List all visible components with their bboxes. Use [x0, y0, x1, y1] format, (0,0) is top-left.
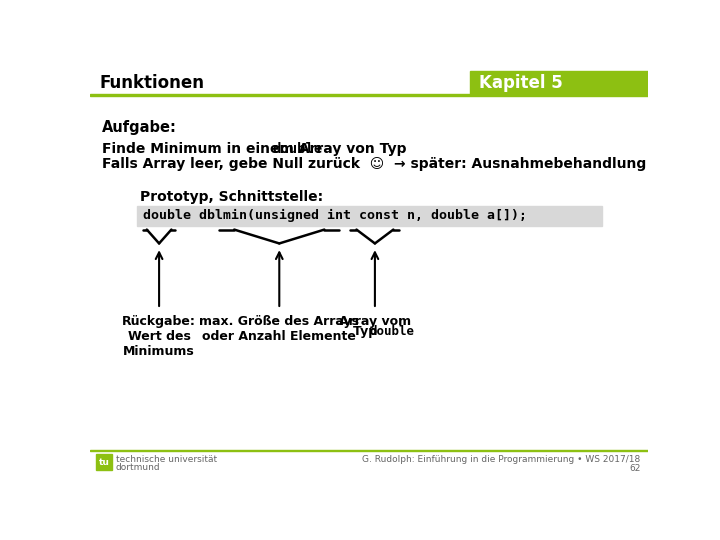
Bar [90, 450, 648, 451]
Text: max. Größe des Arrays
oder Anzahl Elemente: max. Größe des Arrays oder Anzahl Elemen… [199, 315, 359, 343]
Text: Falls Array leer, gebe Null zurück  ☺  → später: Ausnahmebehandlung: Falls Array leer, gebe Null zurück ☺ → s… [102, 157, 646, 171]
Text: double dblmin(unsigned int const n, double a[]);: double dblmin(unsigned int const n, doub… [143, 209, 527, 222]
Bar [96, 455, 112, 470]
Text: Array vom: Array vom [339, 315, 411, 328]
Bar [90, 71, 648, 94]
Text: technische universität: technische universität [116, 455, 217, 464]
Text: Funktionen: Funktionen [99, 73, 204, 91]
Text: Typ: Typ [353, 325, 382, 338]
Text: Prototyp, Schnittstelle:: Prototyp, Schnittstelle: [140, 190, 323, 204]
Bar [90, 94, 648, 96]
Text: tu: tu [99, 457, 109, 467]
Text: double: double [369, 325, 414, 338]
Text: double: double [272, 142, 323, 156]
Text: Aufgabe:: Aufgabe: [102, 120, 176, 135]
Text: Finde Minimum in einem Array von Typ: Finde Minimum in einem Array von Typ [102, 142, 411, 156]
Bar [137, 206, 601, 226]
Text: Rückgabe:
Wert des
Minimums: Rückgabe: Wert des Minimums [122, 315, 196, 358]
Text: 62: 62 [629, 464, 640, 472]
Text: G. Rudolph: Einführung in die Programmierung • WS 2017/18: G. Rudolph: Einführung in die Programmie… [362, 455, 640, 464]
Bar [469, 71, 648, 94]
Text: dortmund: dortmund [116, 463, 160, 472]
Text: Kapitel 5: Kapitel 5 [479, 73, 563, 91]
